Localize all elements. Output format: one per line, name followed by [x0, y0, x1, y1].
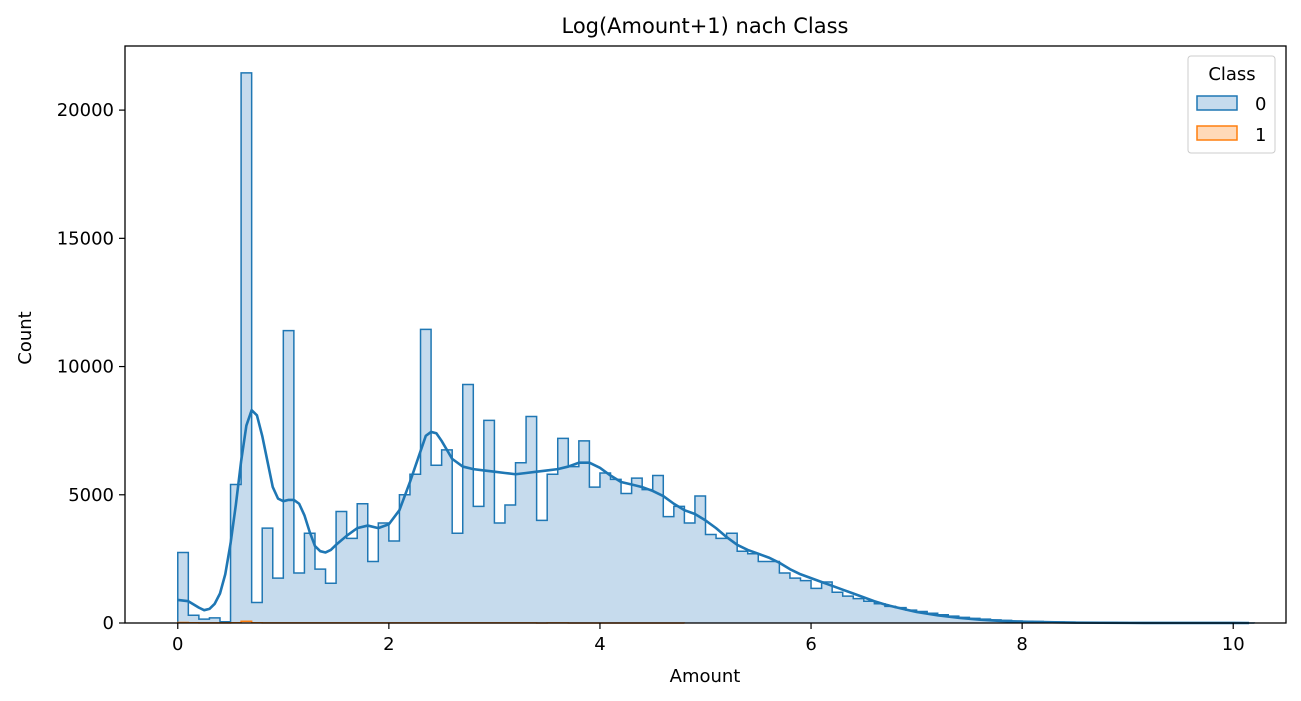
y-tick-label: 0 [103, 613, 114, 634]
series-class-0 [177, 72, 1256, 625]
plot-frame [124, 45, 1287, 624]
legend-label-class-0: 0 [1255, 94, 1266, 115]
y-tick-label: 10000 [57, 357, 114, 378]
legend: Class 0 1 [1187, 55, 1276, 154]
y-axis-label: Count [15, 311, 36, 364]
legend-swatch-class-0 [1196, 95, 1238, 111]
x-tick-label: 2 [383, 634, 394, 655]
legend-swatch-class-1 [1196, 125, 1238, 141]
x-tick-label: 0 [172, 634, 183, 655]
kde-line-class-0 [177, 408, 1250, 625]
y-tick-label: 15000 [57, 228, 114, 249]
x-tick-label: 10 [1222, 634, 1245, 655]
chart-title: Log(Amount+1) nach Class [561, 14, 848, 38]
y-tick-label: 5000 [68, 485, 114, 506]
x-tick-label: 4 [594, 634, 605, 655]
x-axis: 0 2 4 6 8 10 [172, 623, 1245, 655]
y-tick-label: 20000 [57, 100, 114, 121]
x-axis-label: Amount [670, 666, 741, 687]
legend-label-class-1: 1 [1255, 125, 1266, 146]
x-tick-label: 8 [1016, 634, 1027, 655]
histogram-fill-class-0 [177, 72, 1255, 624]
y-axis: 0 5000 10000 15000 20000 [57, 100, 125, 634]
x-tick-label: 6 [805, 634, 816, 655]
legend-title: Class [1208, 64, 1255, 85]
